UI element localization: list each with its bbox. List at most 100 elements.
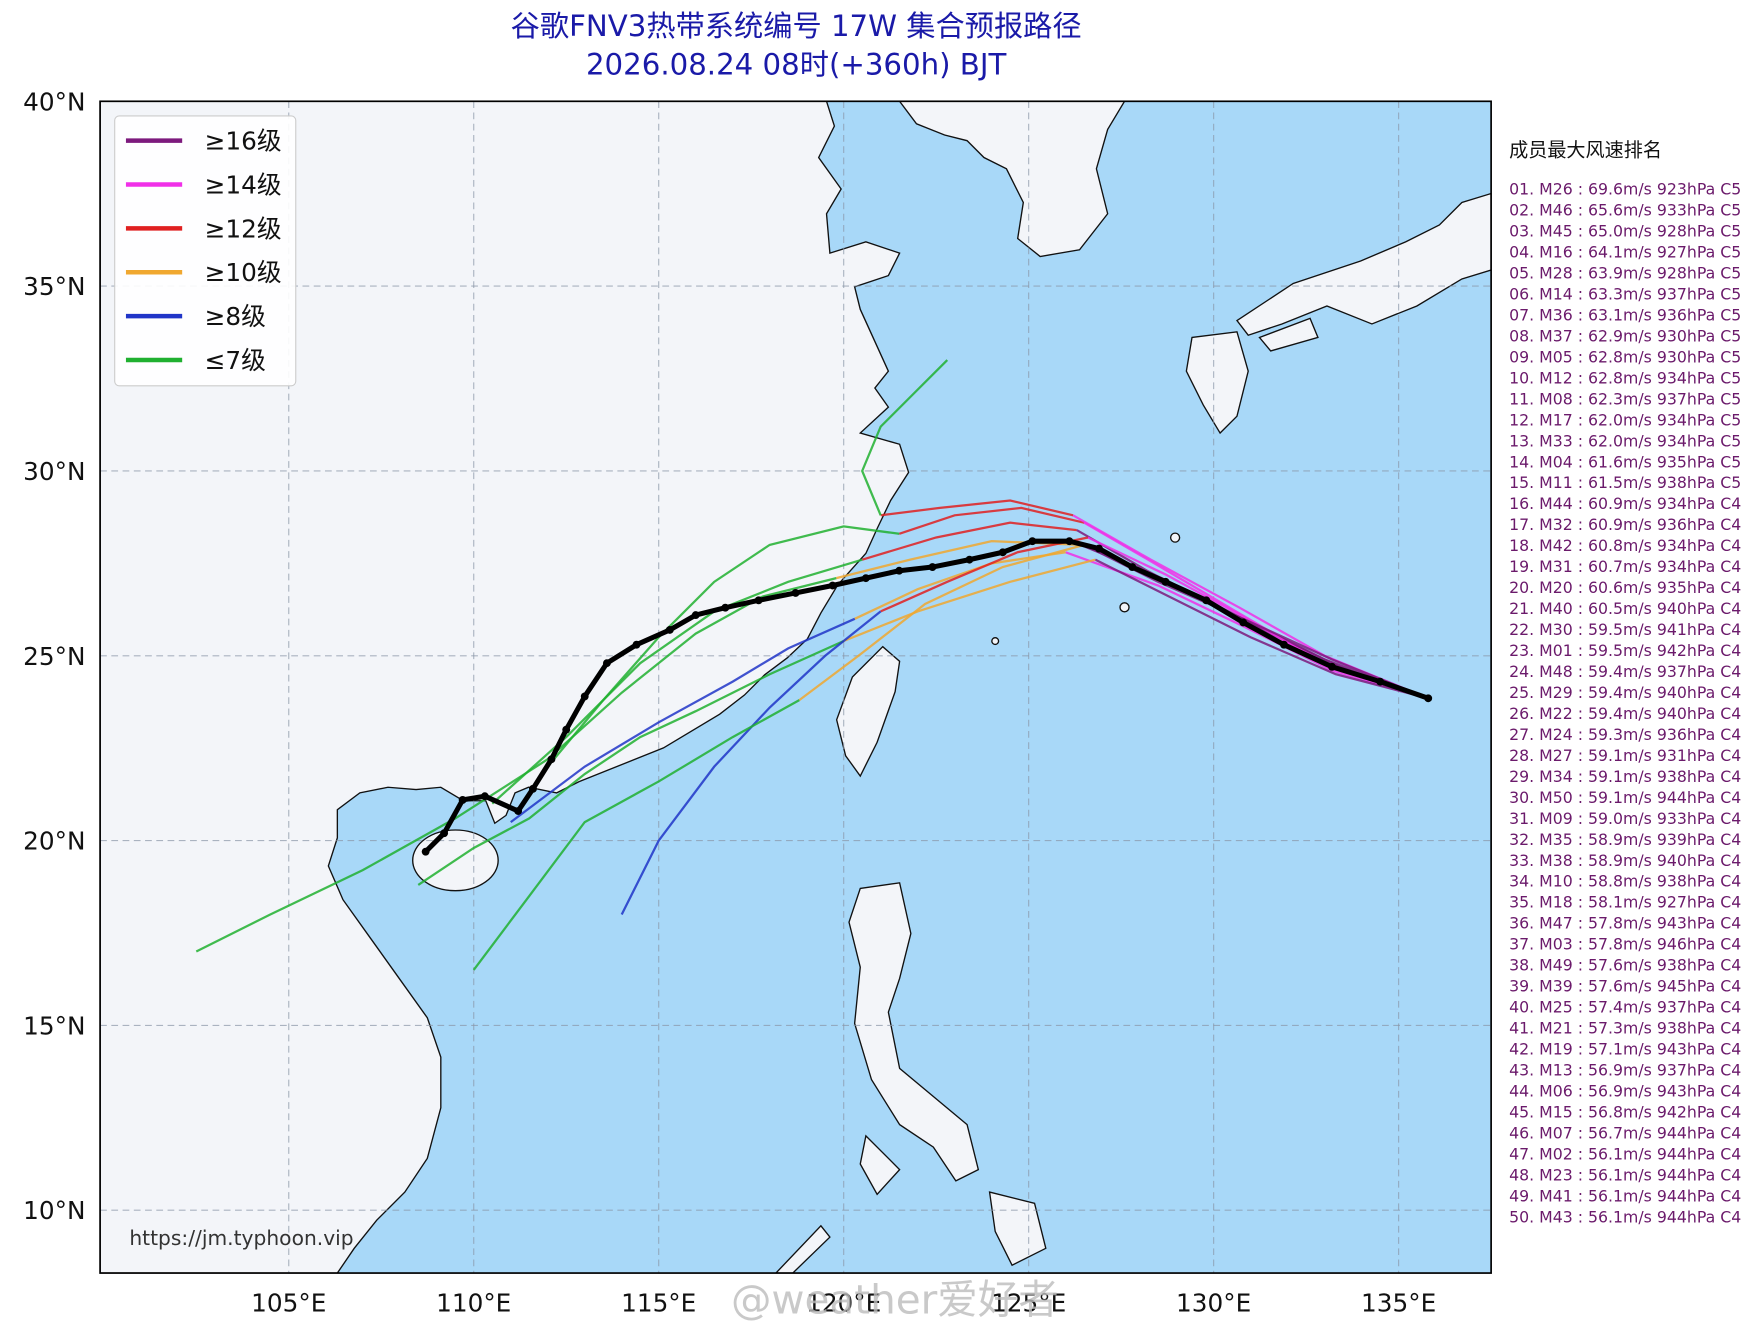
mean-track-point xyxy=(1239,618,1248,627)
ranking-item: 22. M30 : 59.5m/s 941hPa C4 xyxy=(1509,620,1741,639)
mean-track-point xyxy=(965,555,974,564)
mean-track-point xyxy=(632,640,641,649)
y-tick-label: 30°N xyxy=(23,457,85,486)
legend-label: ≥14级 xyxy=(205,171,282,200)
ranking-item: 40. M25 : 57.4m/s 937hPa C4 xyxy=(1509,998,1741,1017)
y-tick-label: 15°N xyxy=(23,1011,85,1040)
luzon xyxy=(848,882,980,1182)
ranking-item: 08. M37 : 62.9m/s 930hPa C5 xyxy=(1509,326,1741,345)
ranking-item: 20. M20 : 60.6m/s 935hPa C4 xyxy=(1509,578,1741,597)
y-tick-label: 35°N xyxy=(23,272,85,301)
mean-track-point xyxy=(1328,662,1336,671)
axes: 105°E 110°E 115°E 120°E 125°E 130°E 135°E 10°N 1… xyxy=(23,87,1436,1317)
ranking-item: 43. M13 : 56.9m/s 937hPa C4 xyxy=(1509,1060,1741,1079)
mean-track-point xyxy=(754,596,763,605)
ranking-item: 29. M34 : 59.1m/s 938hPa C4 xyxy=(1509,767,1741,786)
kyushu xyxy=(1185,331,1249,435)
ranking-list: 01. M26 : 69.6m/s 923hPa C5 02. M46 : 65.… xyxy=(1509,180,1741,1227)
ranking-item: 21. M40 : 60.5m/s 940hPa C4 xyxy=(1509,599,1741,618)
member-track xyxy=(491,558,863,805)
mean-track-point xyxy=(547,755,556,764)
mean-track-point xyxy=(928,563,937,571)
mean-track-point xyxy=(562,725,571,734)
ranking-title: 成员最大风速排名 xyxy=(1509,138,1662,161)
source-url: https://jm.typhoon.vip xyxy=(129,1226,353,1250)
ranking-item: 26. M22 : 59.4m/s 940hPa C4 xyxy=(1509,704,1741,723)
ranking-item: 39. M39 : 57.6m/s 945hPa C4 xyxy=(1509,977,1741,996)
ranking-item: 44. M06 : 56.9m/s 943hPa C4 xyxy=(1509,1081,1741,1100)
ranking-item: 49. M41 : 56.1m/s 944hPa C4 xyxy=(1509,1186,1741,1205)
ranking-item: 13. M33 : 62.0m/s 934hPa C5 xyxy=(1509,431,1741,450)
island xyxy=(1119,602,1130,613)
ranking-item: 03. M45 : 65.0m/s 928hPa C5 xyxy=(1509,222,1741,241)
legend-label: ≤7级 xyxy=(205,346,266,375)
mean-track-point xyxy=(1202,596,1211,605)
mean-track-point xyxy=(721,603,730,612)
subtitle: 2026.08.24 08时(+360h) BJT xyxy=(586,47,1006,81)
y-tick-label: 20°N xyxy=(23,827,85,856)
ranking-item: 06. M14 : 63.3m/s 937hPa C5 xyxy=(1509,285,1741,304)
island xyxy=(1169,532,1181,543)
x-tick-label: 125°E xyxy=(991,1288,1066,1317)
mean-track-point xyxy=(1280,640,1288,649)
ranking-item: 35. M18 : 58.1m/s 927hPa C4 xyxy=(1509,893,1741,912)
mean-track-point xyxy=(861,574,870,583)
ranking-item: 25. M29 : 59.4m/s 940hPa C4 xyxy=(1509,683,1741,702)
member-track xyxy=(843,558,1096,643)
ranking-item: 11. M08 : 62.3m/s 937hPa C5 xyxy=(1509,389,1741,408)
x-tick-label: 135°E xyxy=(1361,1288,1436,1317)
frame xyxy=(99,100,1492,1274)
member-track xyxy=(898,506,1085,535)
member-track xyxy=(860,359,949,516)
ranking-item: 34. M10 : 58.8m/s 938hPa C4 xyxy=(1509,872,1741,891)
mean-track-point xyxy=(1028,537,1037,546)
x-tick-label: 115°E xyxy=(621,1288,696,1317)
ranking-item: 28. M27 : 59.1m/s 931hPa C4 xyxy=(1509,746,1741,765)
ranking-item: 24. M48 : 59.4m/s 937hPa C4 xyxy=(1509,662,1741,681)
x-tick-label: 110°E xyxy=(436,1288,511,1317)
member-track xyxy=(854,551,1066,620)
mean-track-point xyxy=(791,588,800,597)
member-track xyxy=(472,699,800,971)
member-track xyxy=(798,543,1085,702)
mean-track-point xyxy=(1095,544,1103,553)
ranking-item: 31. M09 : 59.0m/s 933hPa C4 xyxy=(1509,809,1741,828)
y-tick-label: 40°N xyxy=(23,87,85,116)
ranking-item: 37. M03 : 57.8m/s 946hPa C4 xyxy=(1509,935,1741,954)
mean-track-point xyxy=(528,784,537,793)
mean-track-point xyxy=(895,566,904,575)
mean-track-point xyxy=(1128,563,1137,571)
mean-track-point xyxy=(480,792,489,801)
mean-track-point xyxy=(421,847,430,856)
mean-track-point xyxy=(602,659,611,668)
mean-track-point xyxy=(458,795,467,804)
ranking-item: 38. M49 : 57.6m/s 938hPa C4 xyxy=(1509,956,1741,975)
mean-track-point xyxy=(665,625,674,634)
ranking-item: 32. M35 : 58.9m/s 939hPa C4 xyxy=(1509,830,1741,849)
korea xyxy=(898,101,1126,258)
legend-label: ≥16级 xyxy=(205,127,282,156)
watermark: @weather爱好者 xyxy=(731,1276,1059,1324)
x-tick-label: 120°E xyxy=(806,1288,881,1317)
ranking-item: 50. M43 : 56.1m/s 944hPa C4 xyxy=(1509,1207,1741,1226)
mean-track-point xyxy=(998,548,1007,557)
mean-track-point xyxy=(828,581,837,590)
mean-track-point xyxy=(440,829,449,838)
x-tick-label: 105°E xyxy=(251,1288,326,1317)
mean-track-point xyxy=(1065,537,1074,546)
ranking-item: 15. M11 : 61.5m/s 938hPa C5 xyxy=(1509,473,1741,492)
mean-track-point xyxy=(514,807,523,815)
ranking-item: 42. M19 : 57.1m/s 943hPa C4 xyxy=(1509,1040,1741,1059)
legend: ≥16级 ≥14级 ≥12级 ≥10级 ≥8级 ≤7级 xyxy=(125,127,282,375)
ranking-item: 01. M26 : 69.6m/s 923hPa C5 xyxy=(1509,180,1741,199)
ranking-item: 33. M38 : 58.9m/s 940hPa C4 xyxy=(1509,851,1741,870)
mean-track-point xyxy=(1376,677,1385,686)
ranking-item: 19. M31 : 60.7m/s 934hPa C4 xyxy=(1509,557,1741,576)
island xyxy=(991,637,1000,646)
legend-label: ≥8级 xyxy=(205,302,266,331)
title: 谷歌FNV3热带系统编号 17W 集合预报路径 xyxy=(511,9,1082,43)
member-track xyxy=(546,525,900,768)
ranking-item: 07. M36 : 63.1m/s 936hPa C5 xyxy=(1509,305,1741,324)
